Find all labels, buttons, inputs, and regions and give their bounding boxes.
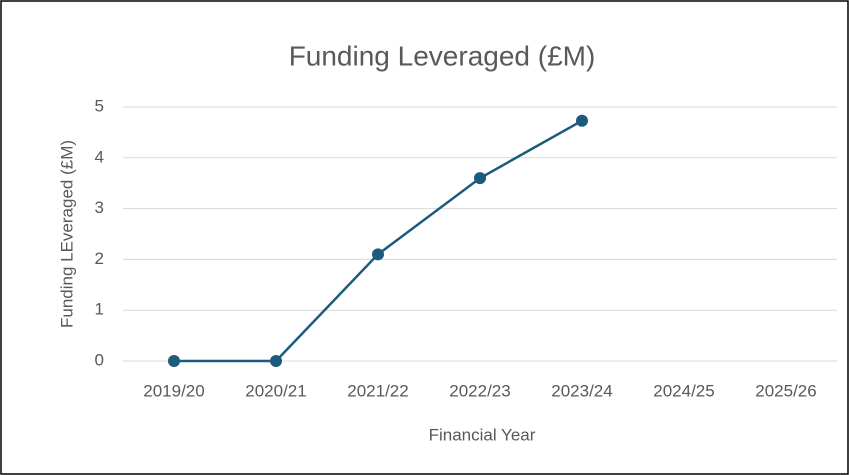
y-axis-label: Funding LEveraged (£M): [57, 140, 76, 328]
data-point: [576, 114, 588, 127]
data-point: [474, 172, 486, 185]
y-tick-label: 5: [95, 96, 104, 115]
x-tick-label: 2024/25: [653, 381, 714, 400]
y-tick-label: 2: [95, 249, 104, 268]
y-tick-label: 1: [95, 300, 104, 319]
data-point: [270, 355, 282, 367]
data-point: [372, 248, 384, 261]
y-tick-label: 4: [95, 147, 104, 166]
data-point: [168, 355, 180, 367]
x-tick-label: 2021/22: [347, 381, 408, 400]
x-axis-label: Financial Year: [429, 425, 536, 444]
y-tick-label: 0: [95, 350, 104, 369]
y-tick-label: 3: [95, 198, 104, 217]
chart-title: Funding Leveraged (£M): [289, 40, 596, 71]
x-tick-label: 2023/24: [551, 381, 612, 400]
x-tick-label: 2022/23: [449, 381, 510, 400]
x-tick-label: 2019/20: [143, 381, 204, 400]
x-tick-label: 2020/21: [245, 381, 306, 400]
x-tick-label: 2025/26: [755, 381, 816, 400]
